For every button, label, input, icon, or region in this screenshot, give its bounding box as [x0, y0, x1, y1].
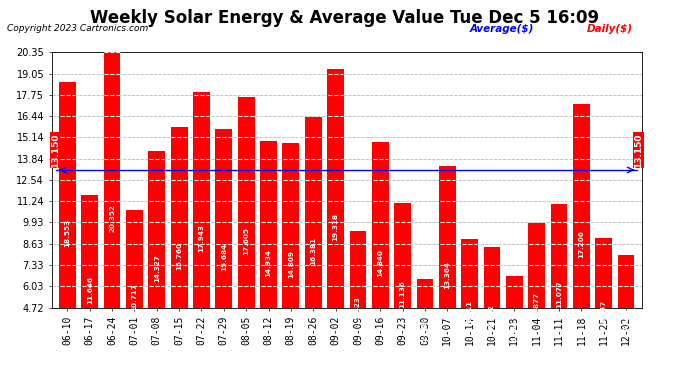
Bar [417, 279, 433, 375]
Bar [618, 255, 634, 375]
Text: 14.840: 14.840 [377, 249, 383, 278]
Bar [59, 82, 76, 375]
Bar [595, 238, 612, 375]
Text: 10.717: 10.717 [131, 283, 137, 311]
Bar [551, 204, 567, 375]
Text: 13.364: 13.364 [444, 261, 451, 290]
Text: 18.553: 18.553 [64, 219, 70, 247]
Text: 20.352: 20.352 [109, 204, 115, 232]
Text: Copyright 2023 Cartronics.com: Copyright 2023 Cartronics.com [7, 24, 148, 33]
Bar [394, 203, 411, 375]
Text: 8.422: 8.422 [489, 304, 495, 327]
Bar [104, 53, 121, 375]
Text: 19.318: 19.318 [333, 213, 339, 241]
Bar [215, 129, 233, 375]
Text: Weekly Solar Energy & Average Value Tue Dec 5 16:09: Weekly Solar Energy & Average Value Tue … [90, 9, 600, 27]
Text: 11.646: 11.646 [87, 276, 92, 303]
Text: 13.150: 13.150 [634, 133, 643, 168]
Text: 8.911: 8.911 [466, 300, 473, 323]
Text: 14.327: 14.327 [154, 254, 160, 282]
Text: 16.381: 16.381 [310, 237, 316, 265]
Bar [327, 69, 344, 375]
Text: 17.605: 17.605 [243, 227, 249, 255]
Text: 11.077: 11.077 [556, 280, 562, 308]
Text: 9.877: 9.877 [533, 292, 540, 315]
Bar [372, 142, 388, 375]
Text: 11.136: 11.136 [400, 280, 406, 308]
Text: Daily($): Daily($) [586, 24, 633, 34]
Bar [260, 141, 277, 375]
Bar [350, 231, 366, 375]
Bar [529, 224, 545, 375]
Text: 17.943: 17.943 [199, 224, 204, 252]
Text: 13.150: 13.150 [50, 133, 59, 168]
Bar [573, 104, 590, 375]
Text: 15.760: 15.760 [176, 242, 182, 270]
Bar [305, 117, 322, 375]
Text: 6.460: 6.460 [422, 320, 428, 343]
Bar [81, 195, 98, 375]
Text: 14.809: 14.809 [288, 250, 294, 278]
Text: 15.684: 15.684 [221, 243, 227, 271]
Text: 14.934: 14.934 [266, 249, 271, 277]
Bar [170, 128, 188, 375]
Text: 17.206: 17.206 [578, 230, 584, 258]
Text: 9.423: 9.423 [355, 296, 361, 319]
Bar [238, 97, 255, 375]
Bar [282, 143, 299, 375]
Bar [193, 92, 210, 375]
Bar [126, 210, 143, 375]
Bar [506, 276, 523, 375]
Text: 7.944: 7.944 [623, 308, 629, 331]
Text: 8.957: 8.957 [601, 300, 607, 323]
Bar [461, 239, 478, 375]
Text: Average($): Average($) [469, 24, 533, 34]
Text: 6.631: 6.631 [511, 319, 518, 342]
Bar [439, 166, 455, 375]
Bar [484, 247, 500, 375]
Bar [148, 151, 165, 375]
